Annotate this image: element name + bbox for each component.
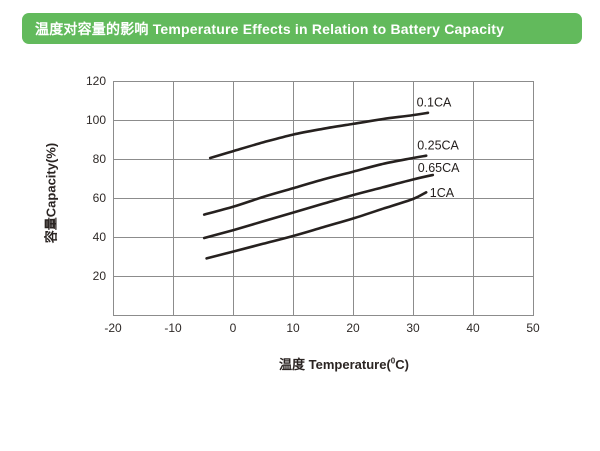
grid-lines [113,81,534,315]
series-label-0.65CA: 0.65CA [418,161,460,175]
x-tick-label: 10 [286,321,300,335]
x-tick-label: 50 [526,321,540,335]
x-axis-title-suffix: C) [395,357,409,372]
page-title: 温度对容量的影响 Temperature Effects in Relation… [35,20,505,37]
x-axis-title-superscript: 0 [390,356,396,366]
x-tick-label: 20 [346,321,360,335]
series-curve-0.1CA [208,111,430,160]
x-tick-label: 0 [230,321,237,335]
x-tick-label: -20 [104,321,122,335]
x-tick-label: -10 [164,321,182,335]
series-curve-0.25CA [202,154,428,216]
x-axis-title: 温度 Temperature(0C) [279,354,409,373]
y-tick-label: 80 [93,152,107,166]
series-curve-0.65CA [202,173,435,240]
y-tick-label: 20 [93,269,107,283]
series-label-0.25CA: 0.25CA [417,138,459,152]
plot-border [113,81,534,316]
header-title-bar: 温度对容量的影响 Temperature Effects in Relation… [22,13,582,44]
x-axis-title-prefix: 温度 Temperature( [279,357,391,372]
y-tick-label: 40 [93,230,107,244]
y-tick-label: 60 [93,191,107,205]
series-label-1CA: 1CA [430,186,455,200]
series-curve-1CA [205,191,428,260]
y-tick-label: 100 [86,113,106,127]
y-axis-title: 容量Capacity(%) [43,142,59,244]
x-tick-label: 30 [406,321,420,335]
series-label-0.1CA: 0.1CA [417,95,452,109]
x-tick-label: 40 [466,321,480,335]
y-tick-label: 120 [86,74,106,88]
